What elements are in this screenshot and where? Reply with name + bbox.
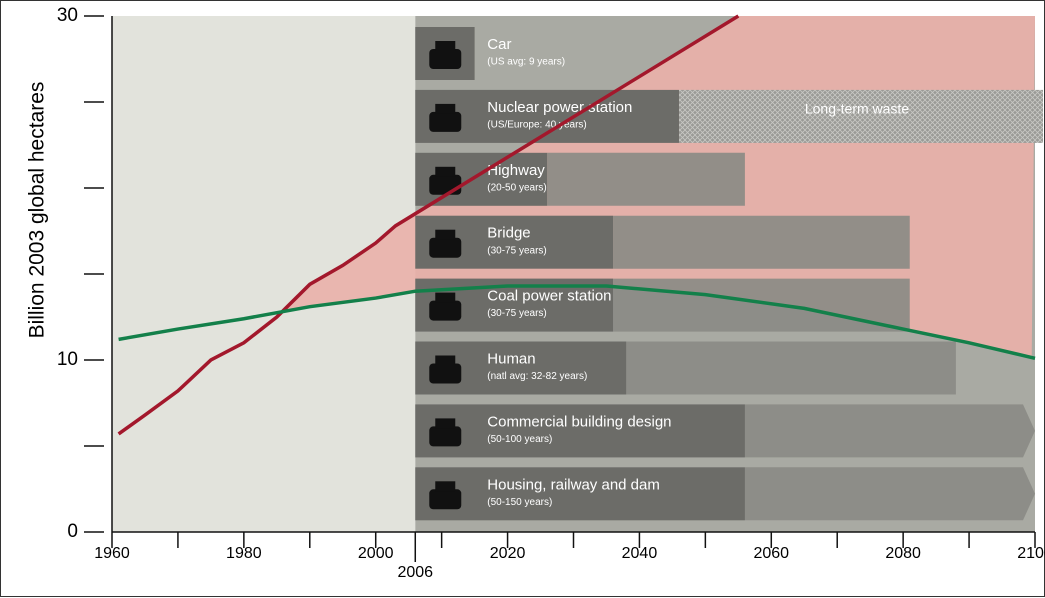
waste-bar <box>678 89 1043 143</box>
lifetime-note: (natl avg: 32-82 years) <box>487 371 587 382</box>
max-lifetime-bar <box>613 215 910 269</box>
icon-shape <box>429 49 462 69</box>
lifetime-note: (US/Europe: 40 years) <box>487 120 587 131</box>
min-lifetime-bar <box>415 404 745 458</box>
lifetime-name: Coal power station <box>487 288 611 305</box>
lifetime-note: (30-75 years) <box>487 245 546 256</box>
y-tick-label: 30 <box>57 5 78 26</box>
lifetime-note: (50-100 years) <box>487 434 552 445</box>
icon <box>429 103 462 132</box>
lifetime-name: Nuclear power station <box>487 99 632 116</box>
icon-shape <box>435 355 456 366</box>
icon-shape <box>435 229 456 240</box>
min-lifetime-bar <box>415 467 745 521</box>
y-tick-label: 10 <box>57 349 78 370</box>
y-axis-label: Billion 2003 global hectares <box>26 82 49 339</box>
max-lifetime-bar <box>744 404 1035 458</box>
max-lifetime-bar <box>626 341 956 395</box>
series-line <box>118 284 1036 360</box>
marker-label: 2006 <box>397 564 433 581</box>
x-tick-label: 2040 <box>622 545 658 562</box>
icon-shape <box>429 237 462 258</box>
icon-shape <box>435 41 456 51</box>
icon-shape <box>429 363 462 384</box>
lifetime-name: Housing, railway and dam <box>487 476 660 493</box>
series-line <box>117 14 740 436</box>
x-tick-label: 1980 <box>226 545 262 562</box>
x-tick-label: 2100 <box>1017 545 1045 562</box>
lifetime-note: (20-50 years) <box>487 182 546 193</box>
lifetime-name: Commercial building design <box>487 413 671 430</box>
icon-shape <box>429 426 462 447</box>
icon <box>429 481 462 510</box>
lifetime-name: Human <box>487 350 535 367</box>
icon-shape <box>435 292 456 303</box>
icon-shape <box>435 103 456 114</box>
lifetime-name: Car <box>487 36 511 53</box>
x-tick-label: 2060 <box>753 545 789 562</box>
icon-shape <box>429 489 462 510</box>
x-tick-label: 2020 <box>490 545 526 562</box>
icon <box>429 418 462 447</box>
icon <box>429 292 462 321</box>
icon <box>429 229 462 258</box>
x-tick-label: 2000 <box>358 545 394 562</box>
lifetime-name: Bridge <box>487 225 530 242</box>
icon-shape <box>435 418 456 429</box>
waste-label: Long-term waste <box>805 101 909 117</box>
lifetime-note: (30-75 years) <box>487 308 546 319</box>
icon-shape <box>429 174 462 195</box>
icon <box>429 355 462 384</box>
icon-shape <box>435 166 456 177</box>
icon-shape <box>429 111 462 132</box>
x-tick-label: 1960 <box>94 545 130 562</box>
lifetime-name: Highway <box>487 162 545 179</box>
lifetime-note: (50-150 years) <box>487 497 552 508</box>
max-lifetime-bar <box>547 152 745 206</box>
max-lifetime-bar <box>744 467 1035 521</box>
icon <box>429 41 462 69</box>
y-tick-label: 0 <box>67 521 78 542</box>
icon-shape <box>435 481 456 492</box>
x-tick-label: 2080 <box>885 545 921 562</box>
lifetime-note: (US avg: 9 years) <box>487 57 565 68</box>
max-lifetime-bar <box>613 278 910 332</box>
icon-shape <box>429 300 462 321</box>
